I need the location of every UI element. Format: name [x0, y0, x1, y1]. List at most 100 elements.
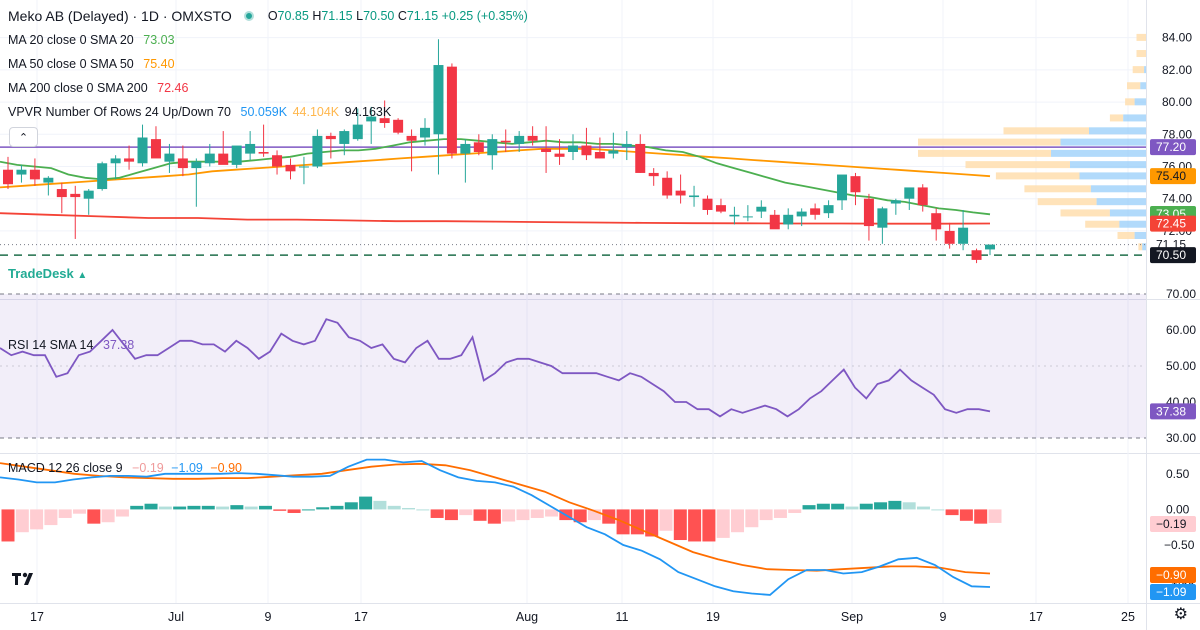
macd-histogram-bar: [430, 509, 444, 518]
candle-body: [850, 176, 861, 193]
macd-histogram-bar: [44, 509, 58, 526]
macd-histogram-bar: [959, 509, 973, 521]
candle-body: [904, 187, 915, 199]
macd-tick-label: 0.00: [1166, 502, 1190, 516]
macd-histogram-bar: [802, 505, 816, 510]
symbol-title[interactable]: Meko AB (Delayed) · 1D · OMXSTO: [8, 8, 232, 24]
candle-body: [43, 177, 54, 183]
vpvr-bar-up: [1051, 149, 1146, 157]
candle-body: [662, 177, 673, 196]
macd-histogram-bar: [330, 505, 344, 510]
vpvr-bar-down: [995, 172, 1080, 180]
candle-body: [245, 143, 256, 154]
legend-rsi-value: 37.38: [102, 338, 135, 352]
candle-body: [433, 65, 444, 135]
macd-histogram-bar: [759, 509, 773, 521]
macd-histogram-bar: [745, 509, 759, 528]
macd-histogram-bar: [416, 509, 430, 511]
macd-histogram-bar: [902, 502, 916, 510]
ohlc-open-value: 70.85: [277, 9, 309, 23]
ohlc-open-key: O: [267, 9, 278, 23]
vpvr-bar-down: [1125, 98, 1135, 106]
macd-histogram-bar: [487, 509, 501, 524]
tradedesk-badge[interactable]: TradeDesk ▲: [8, 266, 87, 281]
candle-body: [931, 213, 942, 230]
candle-body: [554, 153, 565, 157]
legend-ma20[interactable]: MA 20 close 0 SMA 20 73.03: [8, 33, 175, 47]
candle-body: [393, 119, 404, 133]
candle-body: [366, 116, 377, 122]
legend-ma50[interactable]: MA 50 close 0 SMA 50 75.40: [8, 57, 175, 71]
macd-histogram-bar: [244, 506, 258, 510]
macd-histogram-bar: [387, 505, 401, 510]
macd-histogram-bar: [73, 509, 87, 514]
macd-histogram-bar: [587, 509, 601, 521]
macd-histogram-bar: [859, 503, 873, 510]
candle-body: [285, 164, 296, 172]
candle-body: [231, 145, 242, 165]
collapse-legend-button[interactable]: ⌃: [9, 127, 38, 147]
candle-body: [729, 214, 740, 217]
vpvr-bar-down: [1138, 243, 1143, 251]
macd-histogram-bar: [30, 509, 44, 530]
macd-histogram-bar: [688, 509, 702, 542]
candle-body: [648, 172, 659, 177]
candle-body: [473, 142, 484, 152]
macd-histogram-bar: [716, 509, 730, 538]
gear-icon[interactable]: ⚙: [1173, 606, 1188, 623]
vpvr-bar-up: [1140, 82, 1146, 90]
macd-histogram-bar: [273, 509, 287, 511]
legend-rsi[interactable]: RSI 14 SMA 14 37.38: [8, 338, 134, 352]
rsi-tick-label: 50.00: [1166, 359, 1196, 373]
vpvr-bar-up: [1079, 172, 1146, 180]
macd-histogram-bar: [115, 509, 129, 517]
candle-body: [110, 158, 121, 164]
macd-histogram-bar: [931, 509, 945, 511]
candle-body: [837, 174, 848, 201]
macd-histogram-bar: [502, 509, 516, 522]
candle-body: [581, 145, 592, 156]
price-scale-tag: [1150, 168, 1196, 185]
candle-body: [298, 166, 309, 168]
candle-body: [541, 148, 552, 152]
macd-histogram-bar: [402, 507, 416, 510]
price-tick-label: 84.00: [1162, 31, 1192, 45]
time-axis-label: 17: [1029, 610, 1043, 624]
macd-histogram-bar: [974, 509, 988, 524]
macd-histogram-bar: [173, 506, 187, 510]
macd-histogram-bar: [158, 506, 172, 510]
macd-histogram-bar: [630, 509, 644, 535]
candle-body: [97, 163, 108, 190]
legend-ma200[interactable]: MA 200 close 0 SMA 200 72.46: [8, 81, 188, 95]
price-tick-label: 74.00: [1162, 192, 1192, 206]
candle-body: [352, 124, 363, 140]
vpvr-bar-up: [1123, 114, 1146, 122]
candle-body: [594, 152, 605, 159]
candle-body: [715, 205, 726, 212]
rsi-band: [0, 294, 1146, 438]
tradingview-logo-icon[interactable]: [9, 568, 39, 590]
candle-body: [70, 193, 81, 198]
legend-vpvr-total: 94.163K: [344, 105, 392, 119]
macd-value-tag-text: −1.09: [1156, 585, 1187, 599]
macd-histogram-bar: [258, 505, 272, 510]
macd-histogram-bar: [101, 509, 115, 523]
price-scale-tag-text: 77.20: [1156, 140, 1186, 154]
candle-body: [325, 135, 336, 140]
legend-macd[interactable]: MACD 12 26 close 9 −0.19 −1.09 −0.90: [8, 461, 242, 475]
vpvr-bar-down: [1136, 50, 1146, 58]
macd-histogram-bar: [945, 509, 959, 516]
time-axis-label: Aug: [516, 610, 538, 624]
candle-body: [742, 216, 753, 218]
macd-histogram-bar: [15, 509, 29, 533]
candle-body: [258, 152, 269, 154]
macd-histogram-bar: [58, 509, 72, 518]
macd-tick-label: −0.50: [1164, 538, 1195, 552]
candle-body: [83, 190, 94, 199]
legend-vpvr[interactable]: VPVR Number Of Rows 24 Up/Down 70 50.059…: [8, 105, 391, 119]
legend-rsi-label: RSI 14 SMA 14: [8, 338, 94, 352]
time-axis-label: Jul: [168, 610, 184, 624]
macd-histogram-bar: [874, 502, 888, 510]
candle-body: [890, 200, 901, 204]
